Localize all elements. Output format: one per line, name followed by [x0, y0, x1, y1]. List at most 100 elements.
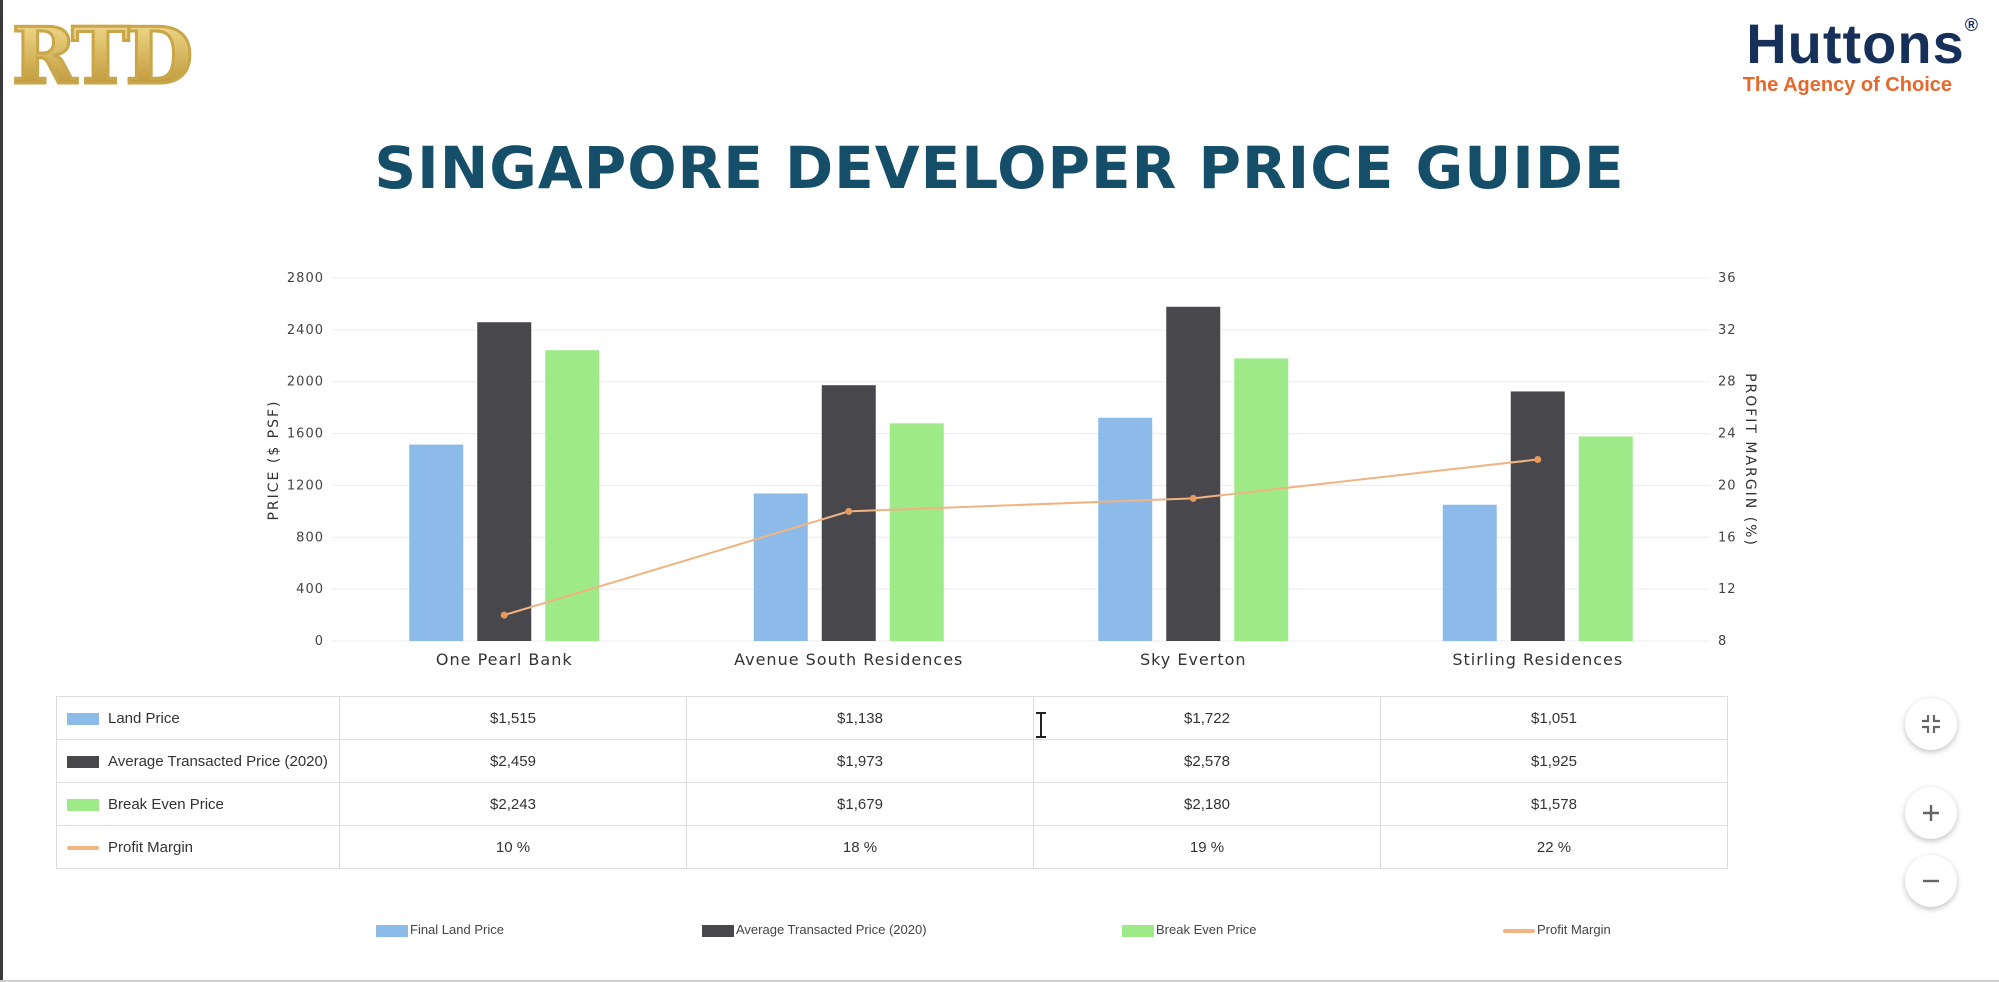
- bar: [1442, 504, 1497, 641]
- profit-margin-point: [1189, 494, 1197, 502]
- y2-tick-label: 32: [1718, 323, 1737, 338]
- y2-tick-label: 20: [1718, 478, 1737, 493]
- collapse-button[interactable]: [1905, 698, 1957, 750]
- data-table: Land Price $1,515 $1,138 $1,722 $1,051 Averag…: [56, 696, 1728, 869]
- legend-label: Average Transacted Price (2020): [736, 922, 927, 937]
- legend-item[interactable]: Break Even Price: [1122, 922, 1256, 937]
- legend-swatch: [376, 924, 408, 937]
- legend-swatch: [702, 924, 734, 937]
- x-tick-label: One Pearl Bank: [436, 650, 573, 669]
- y-tick-label: 2000: [287, 375, 324, 390]
- table-cell: $1,138: [686, 696, 1034, 740]
- bar: [1234, 358, 1289, 641]
- row-header: Land Price: [56, 696, 340, 740]
- y2-axis-label: PROFIT MARGIN (%): [1742, 373, 1758, 547]
- page-title: SINGAPORE DEVELOPER PRICE GUIDE: [374, 134, 1625, 202]
- row-header: Break Even Price: [56, 782, 340, 826]
- y-tick-label: 400: [296, 582, 324, 597]
- y-axis-label: PRICE ($ PSF): [266, 399, 282, 520]
- bar: [1166, 306, 1221, 641]
- legend-item[interactable]: Average Transacted Price (2020): [702, 922, 927, 937]
- y-tick-label: 2400: [287, 323, 324, 338]
- legend-label: Final Land Price: [410, 922, 504, 937]
- row-label: Average Transacted Price (2020): [108, 752, 328, 770]
- table-cell: $2,180: [1033, 782, 1381, 826]
- table-cell: $2,578: [1033, 739, 1381, 783]
- series-swatch: [67, 755, 99, 768]
- price-chart: 0 400 800 1200 1600 2000 2400 2800 8 12 16 20 24 28 32…: [266, 271, 1758, 669]
- table-cell: $1,679: [686, 782, 1034, 826]
- huttons-tagline: The Agency of Choice: [1742, 74, 1952, 96]
- y2-tick-label: 36: [1718, 271, 1737, 286]
- table-row: Average Transacted Price (2020) $2,459 $1,…: [56, 739, 1728, 783]
- table-cell: $1,515: [339, 696, 687, 740]
- bar: [477, 322, 532, 641]
- bar: [889, 423, 944, 641]
- series-swatch: [67, 712, 99, 725]
- bar: [1510, 391, 1565, 641]
- legend-swatch: [1122, 924, 1154, 937]
- bar: [1098, 417, 1153, 641]
- y-tick-label: 2800: [287, 271, 324, 286]
- y2-tick-label: 8: [1718, 634, 1727, 649]
- profit-margin-point: [500, 611, 508, 619]
- x-tick-label: Stirling Residences: [1452, 650, 1623, 669]
- legend-swatch: [1503, 928, 1535, 933]
- minus-icon: [1923, 879, 1939, 883]
- y-tick-label: 1200: [287, 478, 324, 493]
- window-left-border: [0, 0, 3, 982]
- legend-label: Profit Margin: [1537, 922, 1611, 937]
- y-tick-label: 800: [296, 530, 324, 545]
- table-cell: 10 %: [339, 825, 687, 869]
- x-tick-label: Sky Everton: [1140, 650, 1247, 669]
- table-cell: $2,459: [339, 739, 687, 783]
- table-cell: 22 %: [1380, 825, 1728, 869]
- registered-mark: ®: [1964, 15, 1979, 35]
- table-row: Profit Margin 10 % 18 % 19 % 22 %: [56, 825, 1728, 869]
- profit-margin-line: [503, 458, 1538, 617]
- y-tick-label: 0: [315, 634, 324, 649]
- legend-item[interactable]: Final Land Price: [376, 922, 504, 937]
- series-swatch: [67, 798, 99, 811]
- collapse-icon: [1922, 715, 1940, 733]
- profit-margin-point: [1534, 456, 1542, 463]
- y-tick-label: 1600: [287, 427, 324, 442]
- table-row: Break Even Price $2,243 $1,679 $2,180 $1,578: [56, 782, 1728, 826]
- huttons-logo: Huttons® The Agency of Choice: [1743, 16, 1979, 97]
- row-header: Profit Margin: [56, 825, 340, 869]
- table-cell: 18 %: [686, 825, 1034, 869]
- huttons-brand: Huttons: [1746, 12, 1965, 75]
- legend-label: Break Even Price: [1156, 922, 1257, 937]
- bar: [545, 350, 600, 641]
- zoom-in-button[interactable]: [1905, 787, 1957, 839]
- y2-tick-label: 28: [1718, 375, 1737, 390]
- bar: [1578, 436, 1633, 641]
- table-cell: $1,051: [1380, 696, 1728, 740]
- series-swatch: [67, 845, 99, 850]
- bar: [753, 493, 808, 641]
- profit-margin-point: [845, 507, 853, 515]
- text-cursor-icon: [1036, 712, 1046, 738]
- y2-tick-label: 12: [1718, 582, 1737, 597]
- row-label: Break Even Price: [108, 795, 224, 813]
- zoom-out-button[interactable]: [1905, 855, 1957, 907]
- y2-tick-label: 16: [1718, 530, 1737, 545]
- table-cell: $2,243: [339, 782, 687, 826]
- plus-icon: [1923, 805, 1939, 821]
- table-cell: $1,973: [686, 739, 1034, 783]
- y2-tick-label: 24: [1718, 427, 1737, 442]
- row-label: Land Price: [108, 709, 180, 727]
- window-bottom-border: [0, 980, 1999, 982]
- legend-item[interactable]: Profit Margin: [1503, 922, 1611, 937]
- table-cell: 19 %: [1033, 825, 1381, 869]
- x-tick-label: Avenue South Residences: [734, 650, 963, 669]
- table-cell: $1,925: [1380, 739, 1728, 783]
- rtd-logo: RTD: [10, 11, 194, 102]
- chart-legend: Final Land Price Average Transacted Price…: [0, 922, 1999, 942]
- row-header: Average Transacted Price (2020): [56, 739, 340, 783]
- table-cell: $1,578: [1380, 782, 1728, 826]
- table-cell: $1,722: [1033, 696, 1381, 740]
- bar: [409, 444, 464, 641]
- table-row: Land Price $1,515 $1,138 $1,722 $1,051: [56, 696, 1728, 740]
- row-label: Profit Margin: [108, 838, 194, 856]
